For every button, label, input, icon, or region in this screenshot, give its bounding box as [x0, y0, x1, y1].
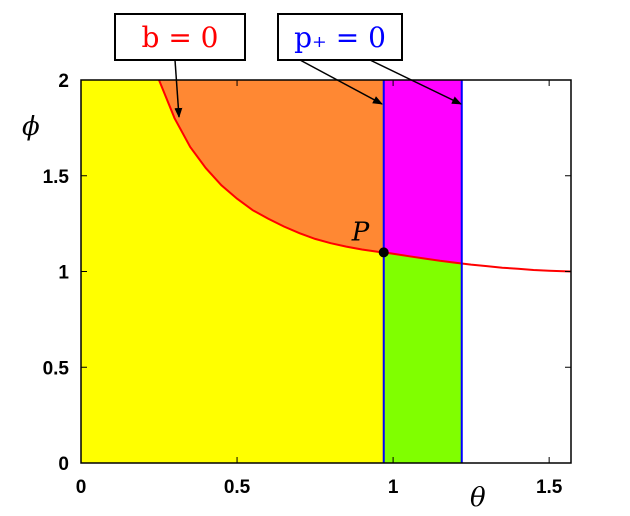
x-tick-label: 0 — [76, 477, 87, 498]
y-tick-label: 0.5 — [43, 358, 70, 379]
region-green — [383, 252, 462, 463]
label-p0-text: p₊ = 0 — [294, 21, 386, 54]
curve-b0 — [158, 79, 572, 273]
x-tick-label: 0.5 — [224, 477, 251, 498]
region-orange — [159, 80, 384, 253]
x-tick-label: 1.5 — [536, 477, 563, 498]
region-magenta — [383, 80, 462, 264]
y-tick-labels: 0 0.5 1 1.5 2 — [43, 71, 70, 475]
curves — [158, 79, 572, 463]
arrow-p0-left — [299, 59, 383, 105]
region-yellow — [81, 80, 384, 463]
regions — [81, 80, 462, 463]
label-box-p0-frame — [277, 13, 403, 61]
arrow-b0 — [174, 59, 183, 118]
label-box-p0: p₊ = 0 — [277, 13, 403, 61]
axes — [80, 79, 572, 464]
point-p-marker — [378, 247, 389, 258]
label-box-b0: b = 0 — [114, 13, 246, 61]
point-p-group: P — [351, 217, 389, 258]
x-tick-label: 1 — [388, 477, 399, 498]
y-tick-label: 1.5 — [43, 167, 70, 188]
label-b0-text: b = 0 — [142, 21, 219, 54]
y-tick-label: 1 — [58, 263, 69, 284]
point-p-label: P — [351, 217, 370, 247]
label-box-b0-frame — [114, 13, 246, 61]
y-tick-label: 2 — [58, 71, 69, 92]
arrow-p0-right — [369, 59, 462, 105]
y-axis-label: ϕ — [22, 112, 40, 142]
y-tick-label: 0 — [58, 454, 69, 475]
x-tick-labels: 0 0.5 1 1.5 — [76, 477, 563, 498]
x-axis-label: θ — [470, 483, 486, 513]
